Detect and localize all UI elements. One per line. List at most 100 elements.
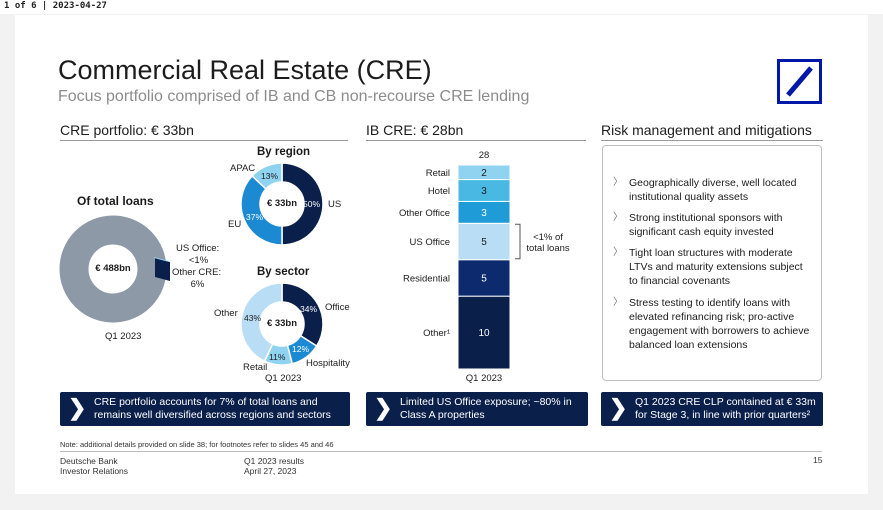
us-office-slice [154,257,169,262]
bar-segment-residential [457,259,511,297]
bar-segment-other [457,295,511,370]
risk-item-text: Tight loan structures with moderate LTVs… [629,247,803,287]
footer-department: Investor Relations [60,466,129,476]
bracket-text-2: total loans [526,243,570,254]
total-loans-period: Q1 2023 [105,331,142,342]
banner-line: remains well diversified across regions … [94,409,331,421]
footer-divider [60,451,822,452]
bar-period: Q1 2023 [465,373,503,384]
risk-item: 〉 Geographically diverse, well located i… [613,176,813,204]
chevron-right-icon: ❯ [68,395,87,420]
bar-total-label: 28 [478,150,490,161]
summary-banner-portfolio: ❯ CRE portfolio accounts for 7% of total… [60,392,350,426]
footer-report: Q1 2023 results [244,456,305,466]
region-center: € 33bn [266,198,298,209]
page-number: 15 [813,455,823,465]
region-pct-us: 50% [303,199,321,209]
chevron-right-icon: 〉 [613,212,623,223]
cre-portfolio-title: CRE portfolio: € 33bn [60,122,194,138]
deutsche-bank-logo [777,59,822,104]
other-cre-value: 6% [190,279,205,290]
total-loans-center: € 488bn [95,263,131,274]
summary-banner-clp: ❯ Q1 2023 CRE CLP contained at € 33m for… [601,392,823,426]
sector-center: € 33bn [266,318,298,329]
divider [601,140,823,141]
banner-line: Q1 2023 CRE CLP contained at € 33m [635,396,816,408]
region-slice-apac [251,162,283,190]
bar-segment-retail [457,164,511,181]
region-slice-us [281,162,324,246]
other-cre-slice [155,258,170,281]
region-donut [240,162,324,246]
risk-item-text: Stress testing to identify loans with el… [629,297,810,351]
risk-box: 〉 Geographically diverse, well located i… [602,145,822,381]
region-label-us: US [328,199,342,210]
divider [60,140,348,141]
bracket-text-1: <1% of [533,232,563,243]
sector-slice-other [240,282,283,363]
footnote: Note: additional details provided on sli… [60,440,334,449]
sector-donut [240,282,324,366]
risk-item-text: Geographically diverse, well located ins… [629,177,797,203]
region-label-eu: EU [228,219,242,230]
bar-category-label: Retail [426,168,450,179]
sector-period: Q1 2023 [265,373,302,384]
risk-title: Risk management and mitigations [601,122,812,138]
risk-item: 〉 Stress testing to identify loans with … [613,296,813,352]
footer-company: Deutsche Bank [60,456,118,466]
viewer-topbar: 1 of 6 | 2023-04-27 [0,0,883,14]
other-cre-label: Other CRE: [172,267,222,278]
banner-line: CRE portfolio accounts for 7% of total l… [94,396,318,408]
us-office-label: US Office: [176,243,220,254]
bar-category-label: Other¹ [423,328,450,339]
bar-category-label: Residential [403,273,450,284]
sector-label-office: Office [325,302,350,313]
total-loans-donut [59,215,170,323]
sector-label-other: Other [214,308,238,319]
bar-value-label: 3 [481,208,487,219]
sector-pct-hospitality: 12% [292,344,310,354]
risk-item-text: Strong institutional sponsors with signi… [629,212,783,238]
page-title: Commercial Real Estate (CRE) [58,55,432,85]
total-loans-ring [59,215,167,323]
ib-cre-stacked-bar: 10 Other¹ 5 Residential 5 US Office 3 Other Off… [399,164,521,370]
divider [366,140,586,141]
ib-cre-title: IB CRE: € 28bn [366,122,464,138]
banner-line: for Stage 3, in line with prior quarters… [635,409,811,421]
region-slice-eu [240,174,283,246]
chevron-right-icon: 〉 [613,177,623,188]
banner-text: CRE portfolio accounts for 7% of total l… [94,396,331,422]
summary-banner-us-office: ❯ Limited US Office exposure; ~80% in Cl… [366,392,588,426]
sector-pct-other: 43% [244,313,262,323]
of-total-loans-heading: Of total loans [77,194,154,208]
us-office-bracket [515,223,521,260]
chevron-right-icon: 〉 [613,297,623,308]
bar-value-label: 5 [481,237,487,248]
sector-label-retail: Retail [243,362,268,373]
banner-text: Limited US Office exposure; ~80% in Clas… [400,396,572,422]
bar-category-label: Other Office [399,208,450,219]
bar-category-label: US Office [410,237,450,248]
risk-item: 〉 Strong institutional sponsors with sig… [613,211,813,239]
chevron-right-icon: ❯ [609,395,628,420]
page-indicator: 1 of 6 | 2023-04-27 [4,1,107,11]
footer-date: April 27, 2023 [244,466,297,476]
by-region-heading: By region [257,146,311,158]
bar-value-label: 10 [478,328,490,339]
region-pct-eu: 37% [246,212,264,222]
sector-label-hospitality: Hospitality [306,358,350,369]
page-subtitle: Focus portfolio comprised of IB and CB n… [58,88,530,105]
bar-value-label: 3 [481,186,487,197]
slide: Commercial Real Estate (CRE) Focus portf… [15,15,868,494]
risk-item: 〉 Tight loan structures with moderate LT… [613,246,813,288]
banner-line: Limited US Office exposure; ~80% in [400,396,572,408]
chevron-right-icon: 〉 [613,247,623,258]
sector-pct-office: 34% [300,304,318,314]
sector-pct-retail: 11% [269,352,286,362]
region-pct-apac: 13% [261,171,279,181]
bar-category-label: Hotel [428,186,450,197]
banner-text: Q1 2023 CRE CLP contained at € 33m for S… [635,396,816,422]
bar-segment-us-office [457,222,511,261]
logo-slash-icon [786,66,813,97]
region-label-apac: APAC [230,163,256,174]
